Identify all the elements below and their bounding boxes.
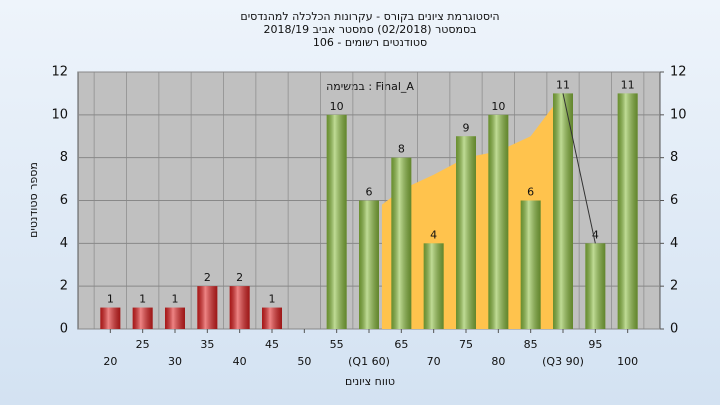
x-tick-label: 85 — [524, 338, 538, 351]
y-axis-label: מספר סטודנטים — [27, 162, 40, 238]
x-tick-label: 35 — [200, 338, 214, 351]
x-tick-label: 65 — [394, 338, 408, 351]
value-label: 8 — [398, 143, 405, 156]
y2-tick-label: 4 — [670, 236, 678, 251]
y2-tick-label: 6 — [670, 193, 678, 208]
bar-shine — [229, 286, 250, 329]
value-label: 9 — [463, 121, 470, 134]
value-label: 2 — [204, 271, 211, 284]
value-label: 4 — [430, 228, 437, 241]
line — [562, 93, 596, 244]
y2-tick-label: 12 — [670, 65, 687, 80]
x-tick-label: 80 — [491, 355, 505, 368]
x-tick-label: 75 — [459, 338, 473, 351]
bar-shine — [520, 200, 541, 329]
y-tick-label: 4 — [60, 236, 68, 251]
value-label: 10 — [491, 100, 505, 113]
x-tick-label: 100 — [617, 355, 638, 368]
y2-tick-label: 0 — [670, 322, 678, 337]
bar-shine — [456, 136, 476, 329]
value-label: 2 — [236, 271, 243, 284]
x-tick-label: 25 — [136, 338, 150, 351]
bar-shine — [100, 307, 121, 329]
y2-tick-label: 8 — [670, 150, 678, 165]
bar-shine — [262, 307, 282, 329]
x-tick-label: 95 — [588, 338, 602, 351]
value-label: 4 — [592, 228, 599, 241]
bar-shine — [359, 200, 379, 329]
subtitle: סטודנטים רשומים - 106 — [313, 36, 427, 49]
bar-shine — [132, 307, 153, 329]
y-tick-label: 2 — [60, 279, 68, 294]
x-axis-label: טווח ציונים — [345, 375, 395, 388]
x-tick-label: 45 — [265, 338, 279, 351]
x-tick-label: 55 — [330, 338, 344, 351]
y2-tick-label: 10 — [670, 107, 687, 122]
bar-shine — [391, 157, 412, 329]
value-label: 6 — [527, 186, 534, 199]
x-tick-label: (Q1 60) — [348, 355, 390, 368]
bar-shine — [326, 114, 347, 329]
value-label: 1 — [269, 293, 276, 306]
bar-shine — [553, 93, 573, 330]
x-tick-label: 70 — [427, 355, 441, 368]
value-label: 11 — [556, 78, 570, 91]
annotation: במשימה : Final_A — [326, 80, 414, 93]
y-tick-label: 10 — [51, 107, 68, 122]
value-label: 10 — [330, 100, 344, 113]
y-tick-label: 8 — [60, 150, 68, 165]
bar-shine — [617, 93, 638, 330]
value-label: 1 — [172, 293, 179, 306]
value-label: 11 — [621, 78, 635, 91]
value-label: 1 — [107, 293, 114, 306]
x-tick-label: 40 — [233, 355, 247, 368]
x-tick-label: 50 — [297, 355, 311, 368]
subtitle: בסמסטר (02/2018) סמסטר אביב 2018/19 — [263, 23, 476, 36]
y-tick-label: 6 — [60, 193, 68, 208]
bar-shine — [585, 243, 606, 329]
value-label: 6 — [366, 186, 373, 199]
bar-shine — [197, 286, 218, 329]
bar-shine — [488, 114, 509, 329]
bar-shine — [165, 307, 185, 329]
y2-tick-label: 2 — [670, 279, 678, 294]
y-tick-label: 0 — [60, 322, 68, 337]
x-tick-label: 20 — [103, 355, 117, 368]
y-tick-label: 12 — [51, 65, 68, 80]
x-tick-label: 30 — [168, 355, 182, 368]
value-label: 1 — [139, 293, 146, 306]
bar-shine — [423, 243, 444, 329]
title: היסטוגרמת ציונים בקורס - עקרונות הכלכלה … — [240, 10, 499, 23]
x-tick-label: (Q3 90) — [542, 355, 584, 368]
